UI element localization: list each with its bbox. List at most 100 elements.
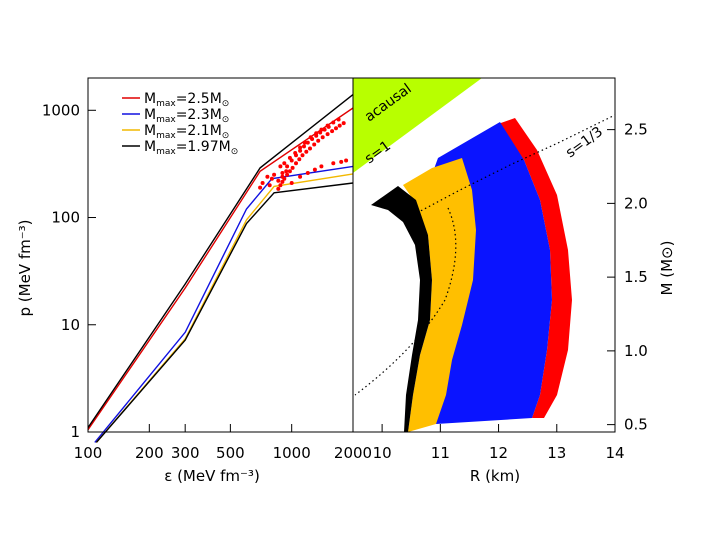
eos-scatter-point — [312, 142, 317, 147]
eos-curve-0 — [87, 107, 354, 431]
mr-y-tick-label: 2.0 — [624, 194, 648, 212]
eos-scatter-point — [325, 132, 330, 137]
eos-scatter-point — [280, 179, 285, 184]
eos-scatter-point — [312, 167, 317, 172]
mass-radius-panel: 10 11 12 13 14 0.5 1.0 1.5 2.0 2.5 R (km) M (M⊙)… — [352, 77, 676, 485]
eos-curve-2 — [95, 173, 354, 443]
eos-scatter-point — [308, 135, 313, 140]
eos-scatter-point — [260, 181, 265, 185]
eos-scatter-point — [319, 127, 324, 132]
eos-scatter-point — [330, 129, 335, 134]
mr-x-tick-label: 13 — [547, 444, 566, 462]
eos-scatter-point — [298, 148, 303, 153]
s-1-3-annotation: s=1/3 — [563, 124, 606, 161]
eos-scatter-point — [294, 161, 298, 166]
eos-scatter-point — [302, 144, 306, 149]
eos-scatter-point — [267, 183, 272, 188]
eos-scatter-point — [339, 159, 344, 164]
eos-scatter-point — [258, 185, 263, 190]
eos-x-tick-label: 500 — [216, 444, 245, 462]
mr-x-tick-label: 14 — [605, 444, 624, 462]
eos-x-tick-label: 300 — [171, 444, 200, 462]
eos-x-tick-label: 200 — [135, 444, 164, 462]
legend-label: Mmax=2.3M⊙ — [144, 107, 229, 125]
eos-y-axis-label: p (MeV fm⁻³) — [16, 219, 34, 316]
s-1-3-dotted-curve — [412, 114, 616, 216]
eos-scatter-point — [276, 178, 281, 183]
eos-scatter-point — [331, 120, 336, 125]
eos-x-tick-label: 1000 — [273, 444, 311, 462]
mr-band-red — [498, 118, 572, 418]
mr-y-tick-label: 1.5 — [624, 268, 648, 286]
eos-y-tick-label: 100 — [51, 209, 80, 227]
eos-panel: 100 200 300 500 1000 2000 1 10 100 1000 ε (MeV f… — [16, 77, 372, 485]
mr-y-tick-label: 1.0 — [624, 342, 648, 360]
eos-scatter-point — [336, 117, 341, 122]
legend-label: Mmax=1.97M⊙ — [144, 139, 238, 157]
eos-scatter-point — [302, 140, 307, 145]
eos-y-tick-label: 1000 — [42, 101, 80, 119]
eos-scatter-point — [319, 164, 324, 169]
acausal-region — [353, 78, 482, 173]
eos-scatter-point — [269, 176, 274, 181]
eos-scatter-point — [278, 183, 283, 188]
eos-scatter-point — [289, 181, 294, 185]
mr-y-ticks: 0.5 1.0 1.5 2.0 2.5 — [607, 121, 648, 434]
eos-curve-4 — [87, 94, 354, 428]
mr-y-axis-label: M (M⊙) — [658, 241, 676, 296]
eos-scatter-point — [344, 158, 349, 163]
eos-scatter-point — [320, 135, 325, 140]
mr-band-black — [371, 186, 432, 432]
eos-scatter-point — [290, 165, 295, 170]
eos-scatter-point — [308, 146, 312, 151]
mr-x-axis-label: R (km) — [470, 467, 520, 485]
eos-curve-1 — [94, 165, 354, 443]
eos-curves — [87, 94, 354, 443]
eos-scatter-point — [276, 186, 281, 191]
eos-x-tick-label: 2000 — [334, 444, 372, 462]
eos-y-tick-label: 10 — [61, 316, 80, 334]
eos-scatter-point — [285, 164, 290, 169]
mr-plot-frame — [352, 77, 616, 433]
eos-scatter-point — [293, 151, 298, 155]
eos-scatter-point — [265, 174, 270, 179]
eos-scatter-point — [280, 171, 285, 175]
eos-scatter-point — [272, 172, 277, 177]
eos-scatter-point — [297, 157, 302, 162]
eos-scatter-point — [285, 172, 290, 177]
s-1-3-dotted-lower — [354, 207, 457, 396]
eos-scatter-point — [322, 127, 327, 132]
eos-scatter-point — [334, 126, 338, 131]
eos-legend: Mmax=2.5M⊙Mmax=2.3M⊙Mmax=2.1M⊙Mmax=1.97M… — [122, 91, 238, 157]
legend-label: Mmax=2.5M⊙ — [144, 91, 229, 109]
eos-scatter-point — [325, 123, 330, 128]
eos-scatter-point — [282, 161, 287, 166]
eos-scatter-point — [337, 123, 342, 128]
eos-scatter-point — [305, 140, 310, 145]
eos-scatter-point — [316, 138, 321, 143]
eos-y-tick-label: 1 — [70, 423, 80, 441]
eos-x-tick-label: 100 — [74, 444, 103, 462]
eos-x-ticks: 100 200 300 500 1000 2000 — [74, 424, 372, 462]
eos-scatter-point — [278, 164, 283, 169]
eos-curve-3 — [95, 182, 354, 443]
eos-y-ticks: 1 10 100 1000 — [42, 101, 96, 441]
eos-scatter-point — [314, 131, 319, 136]
eos-scatter-point — [284, 169, 289, 174]
mr-x-tick-label: 10 — [373, 444, 392, 462]
eos-scatter-point — [304, 149, 309, 154]
eos-scatter-point — [287, 169, 292, 174]
eos-scatter-point — [331, 161, 336, 166]
mr-y-tick-label: 2.5 — [624, 121, 648, 139]
eos-scatter-point — [341, 121, 346, 126]
eos-scatter-point — [298, 174, 303, 179]
mr-x-tick-label: 12 — [489, 444, 508, 462]
legend-label: Mmax=2.1M⊙ — [144, 123, 229, 141]
eos-scatter-point — [287, 155, 292, 160]
mr-band-yellow — [403, 158, 476, 432]
eos-scatter-points — [258, 117, 349, 191]
eos-scatter-point — [305, 171, 310, 175]
eos-scatter-point — [300, 153, 305, 158]
mr-y-tick-label: 0.5 — [624, 416, 648, 434]
eos-x-axis-label: ε (MeV fm⁻³) — [164, 467, 260, 485]
